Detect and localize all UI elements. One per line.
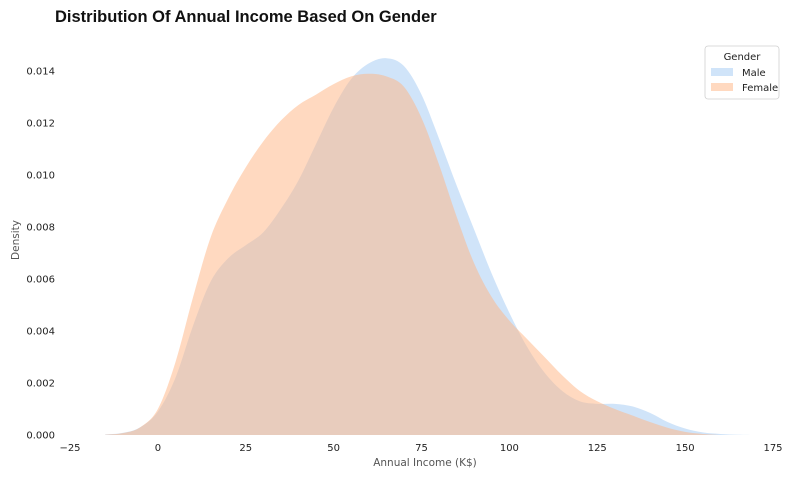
- x-tick-label: 0: [155, 443, 161, 454]
- legend-title: Gender: [724, 52, 762, 63]
- x-axis-ticks: −25 0 25 50 75 100 125 150 175: [59, 443, 782, 454]
- legend-swatch-female: [711, 83, 733, 91]
- density-area-female: [105, 73, 721, 435]
- x-tick-label: 150: [676, 443, 695, 454]
- x-tick-label: 175: [763, 443, 782, 454]
- y-tick-label: 0.008: [26, 223, 55, 234]
- chart-title: Distribution Of Annual Income Based On G…: [55, 8, 437, 26]
- x-tick-label: −25: [59, 443, 80, 454]
- x-tick-label: 125: [588, 443, 607, 454]
- legend-entries: Male Female: [711, 68, 778, 94]
- y-tick-label: 0.004: [26, 327, 55, 338]
- y-tick-label: 0.000: [26, 431, 55, 442]
- y-tick-label: 0.012: [26, 119, 55, 130]
- x-tick-label: 100: [500, 443, 519, 454]
- legend-label-male: Male: [742, 68, 766, 79]
- y-tick-label: 0.010: [26, 171, 55, 182]
- legend: Gender Male Female: [704, 45, 780, 100]
- legend-swatch-male: [711, 68, 733, 76]
- y-axis-ticks: 0.000 0.002 0.004 0.006 0.008 0.010 0.012 0.014: [26, 67, 55, 442]
- legend-label-female: Female: [742, 83, 778, 94]
- x-tick-label: 75: [415, 443, 428, 454]
- x-tick-label: 50: [327, 443, 340, 454]
- x-tick-label: 25: [239, 443, 252, 454]
- y-axis-label: Density: [10, 220, 22, 260]
- series-areas: [105, 58, 756, 435]
- y-tick-label: 0.002: [26, 379, 55, 390]
- y-tick-label: 0.006: [26, 275, 55, 286]
- x-axis-label: Annual Income (K$): [373, 457, 477, 469]
- y-tick-label: 0.014: [26, 67, 55, 78]
